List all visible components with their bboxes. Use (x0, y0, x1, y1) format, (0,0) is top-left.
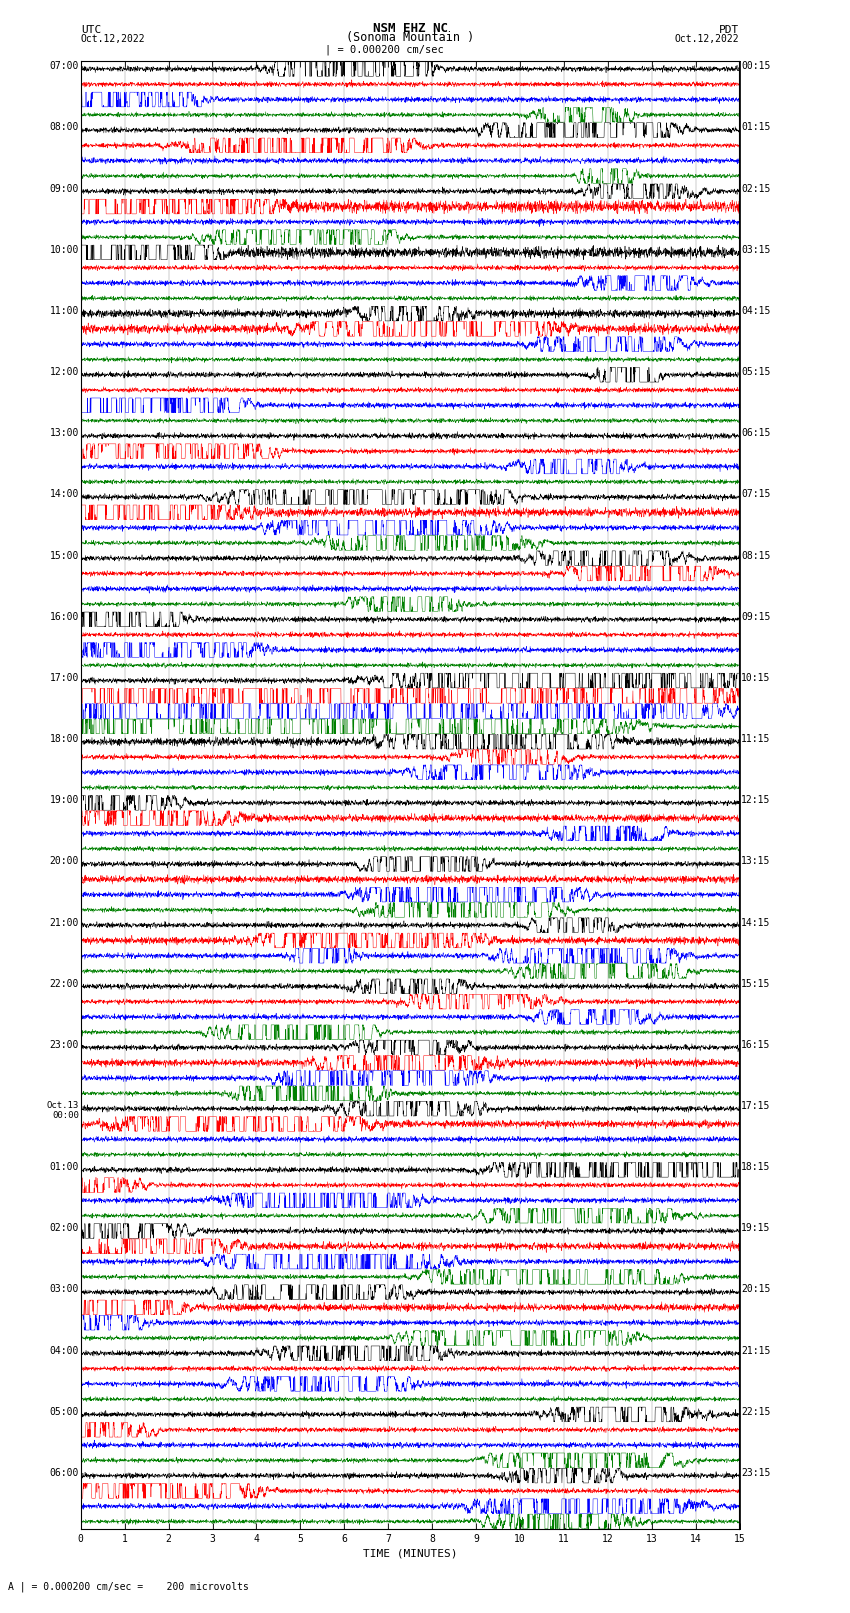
Text: 02:15: 02:15 (741, 184, 771, 194)
Text: 11:15: 11:15 (741, 734, 771, 744)
Text: (Sonoma Mountain ): (Sonoma Mountain ) (346, 31, 474, 44)
Text: 03:00: 03:00 (49, 1284, 79, 1295)
Text: 01:15: 01:15 (741, 123, 771, 132)
Text: 10:00: 10:00 (49, 245, 79, 255)
Text: 16:15: 16:15 (741, 1040, 771, 1050)
Text: 14:15: 14:15 (741, 918, 771, 927)
Text: 03:15: 03:15 (741, 245, 771, 255)
Text: 08:15: 08:15 (741, 550, 771, 561)
Text: 11:00: 11:00 (49, 306, 79, 316)
Text: 00:15: 00:15 (741, 61, 771, 71)
Text: 17:00: 17:00 (49, 673, 79, 682)
Text: 22:15: 22:15 (741, 1407, 771, 1416)
Text: 09:00: 09:00 (49, 184, 79, 194)
Text: 10:15: 10:15 (741, 673, 771, 682)
Text: 06:00: 06:00 (49, 1468, 79, 1478)
Text: 17:15: 17:15 (741, 1102, 771, 1111)
Text: 16:00: 16:00 (49, 611, 79, 621)
Text: A | = 0.000200 cm/sec =    200 microvolts: A | = 0.000200 cm/sec = 200 microvolts (8, 1581, 249, 1592)
Text: 12:15: 12:15 (741, 795, 771, 805)
Text: 08:00: 08:00 (49, 123, 79, 132)
Text: 23:00: 23:00 (49, 1040, 79, 1050)
Text: 19:00: 19:00 (49, 795, 79, 805)
Text: 02:00: 02:00 (49, 1223, 79, 1234)
Text: 01:00: 01:00 (49, 1161, 79, 1173)
Text: 20:00: 20:00 (49, 857, 79, 866)
Text: 22:00: 22:00 (49, 979, 79, 989)
Text: 23:15: 23:15 (741, 1468, 771, 1478)
Text: | = 0.000200 cm/sec: | = 0.000200 cm/sec (326, 44, 444, 55)
Text: 04:00: 04:00 (49, 1345, 79, 1355)
Text: 13:00: 13:00 (49, 429, 79, 439)
Text: 20:15: 20:15 (741, 1284, 771, 1295)
Text: 04:15: 04:15 (741, 306, 771, 316)
Text: 21:15: 21:15 (741, 1345, 771, 1355)
Text: PDT: PDT (719, 24, 740, 35)
Text: Oct.12,2022: Oct.12,2022 (675, 34, 740, 44)
Text: 09:15: 09:15 (741, 611, 771, 621)
Text: 05:15: 05:15 (741, 368, 771, 377)
Text: Oct.13
00:00: Oct.13 00:00 (47, 1102, 79, 1121)
Text: 12:00: 12:00 (49, 368, 79, 377)
Text: 18:00: 18:00 (49, 734, 79, 744)
Text: 05:00: 05:00 (49, 1407, 79, 1416)
Text: 19:15: 19:15 (741, 1223, 771, 1234)
Text: 15:00: 15:00 (49, 550, 79, 561)
Text: 21:00: 21:00 (49, 918, 79, 927)
X-axis label: TIME (MINUTES): TIME (MINUTES) (363, 1548, 457, 1558)
Text: 06:15: 06:15 (741, 429, 771, 439)
Text: Oct.12,2022: Oct.12,2022 (81, 34, 145, 44)
Text: 07:15: 07:15 (741, 489, 771, 500)
Text: UTC: UTC (81, 24, 101, 35)
Text: NSM EHZ NC: NSM EHZ NC (372, 21, 448, 35)
Text: 14:00: 14:00 (49, 489, 79, 500)
Text: 18:15: 18:15 (741, 1161, 771, 1173)
Text: 13:15: 13:15 (741, 857, 771, 866)
Text: 15:15: 15:15 (741, 979, 771, 989)
Text: 07:00: 07:00 (49, 61, 79, 71)
